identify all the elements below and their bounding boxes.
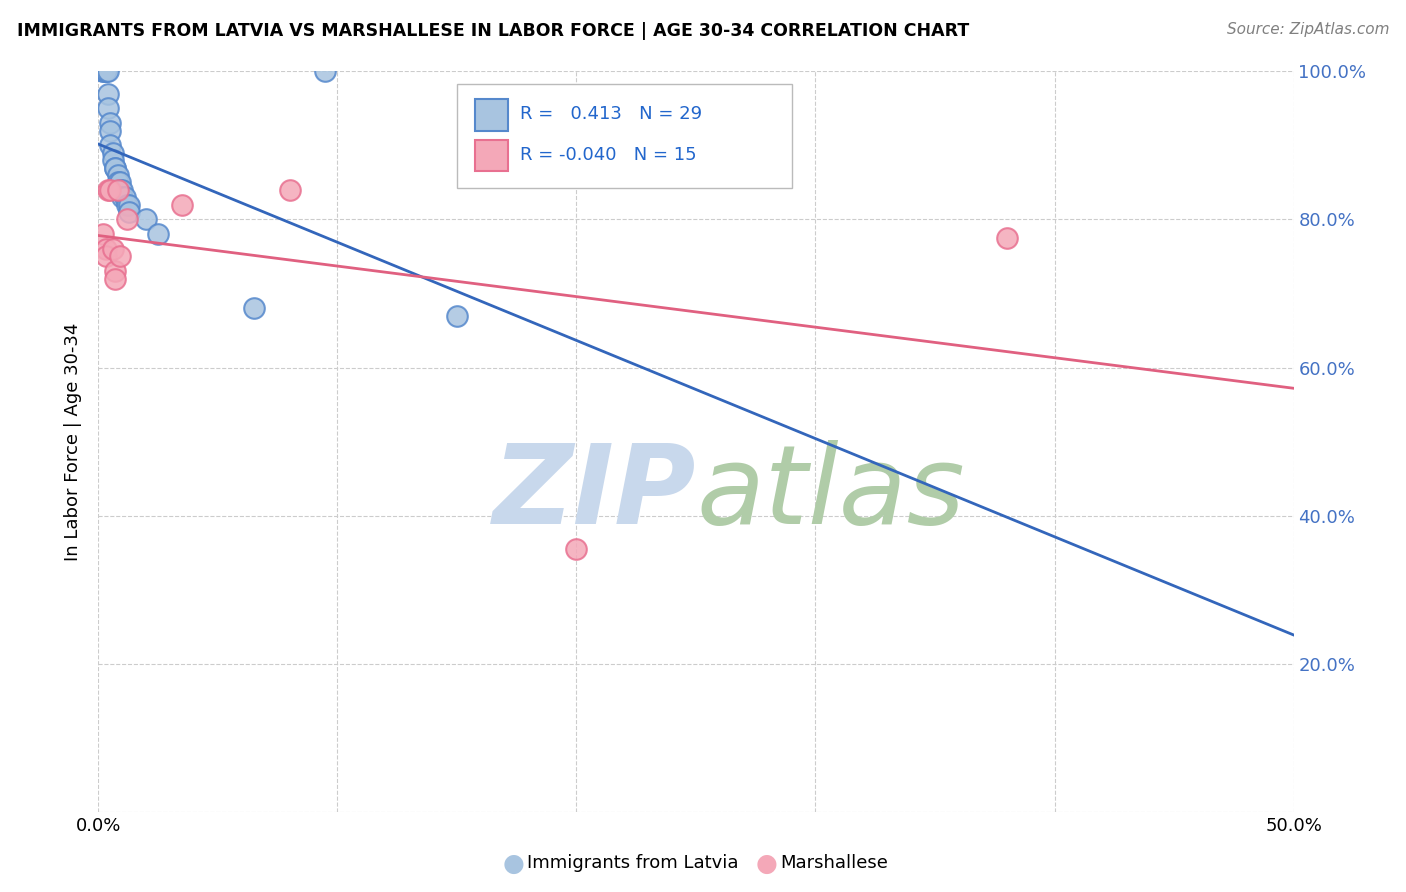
Point: [104, 161, 127, 175]
Point: [111, 183, 134, 197]
Point: [108, 175, 131, 190]
Point: [135, 212, 157, 227]
Point: [315, 64, 337, 78]
Text: ●: ●: [755, 852, 778, 875]
Point: [94, 242, 117, 256]
Point: [98, 116, 122, 130]
Point: [107, 175, 129, 190]
Point: [565, 541, 588, 556]
Point: [278, 183, 301, 197]
Point: [115, 197, 138, 211]
Text: atlas: atlas: [696, 440, 965, 547]
Point: [107, 168, 129, 182]
FancyBboxPatch shape: [457, 84, 792, 187]
FancyBboxPatch shape: [475, 140, 509, 171]
Point: [97, 87, 120, 101]
Text: ZIP: ZIP: [492, 440, 696, 547]
Point: [104, 271, 127, 285]
Point: [107, 183, 129, 197]
Point: [101, 242, 124, 256]
Text: R = -0.040   N = 15: R = -0.040 N = 15: [520, 146, 697, 164]
Text: IMMIGRANTS FROM LATVIA VS MARSHALLESE IN LABOR FORCE | AGE 30-34 CORRELATION CHA: IMMIGRANTS FROM LATVIA VS MARSHALLESE IN…: [17, 22, 969, 40]
Point: [446, 309, 468, 323]
Point: [104, 264, 127, 278]
Point: [243, 301, 266, 316]
Point: [115, 212, 138, 227]
Point: [995, 231, 1018, 245]
Text: R =   0.413   N = 29: R = 0.413 N = 29: [520, 105, 703, 123]
Text: ●: ●: [502, 852, 524, 875]
Point: [94, 250, 117, 264]
Point: [91, 64, 114, 78]
Point: [94, 64, 117, 78]
Point: [91, 64, 114, 78]
Point: [104, 161, 127, 175]
Point: [97, 102, 120, 116]
Point: [101, 145, 124, 160]
Point: [108, 250, 131, 264]
Text: Immigrants from Latvia: Immigrants from Latvia: [527, 855, 738, 872]
Point: [114, 190, 136, 204]
Point: [98, 183, 122, 197]
Point: [97, 64, 120, 78]
Point: [118, 205, 141, 219]
Y-axis label: In Labor Force | Age 30-34: In Labor Force | Age 30-34: [65, 322, 83, 561]
Text: Marshallese: Marshallese: [780, 855, 889, 872]
Point: [97, 183, 120, 197]
Point: [91, 227, 114, 242]
Point: [108, 183, 131, 197]
Point: [172, 197, 194, 211]
Point: [118, 197, 141, 211]
Text: Source: ZipAtlas.com: Source: ZipAtlas.com: [1226, 22, 1389, 37]
Point: [148, 227, 170, 242]
Point: [111, 190, 134, 204]
Point: [98, 138, 122, 153]
Point: [101, 153, 124, 168]
Point: [94, 64, 117, 78]
Point: [98, 123, 122, 137]
FancyBboxPatch shape: [475, 100, 509, 130]
